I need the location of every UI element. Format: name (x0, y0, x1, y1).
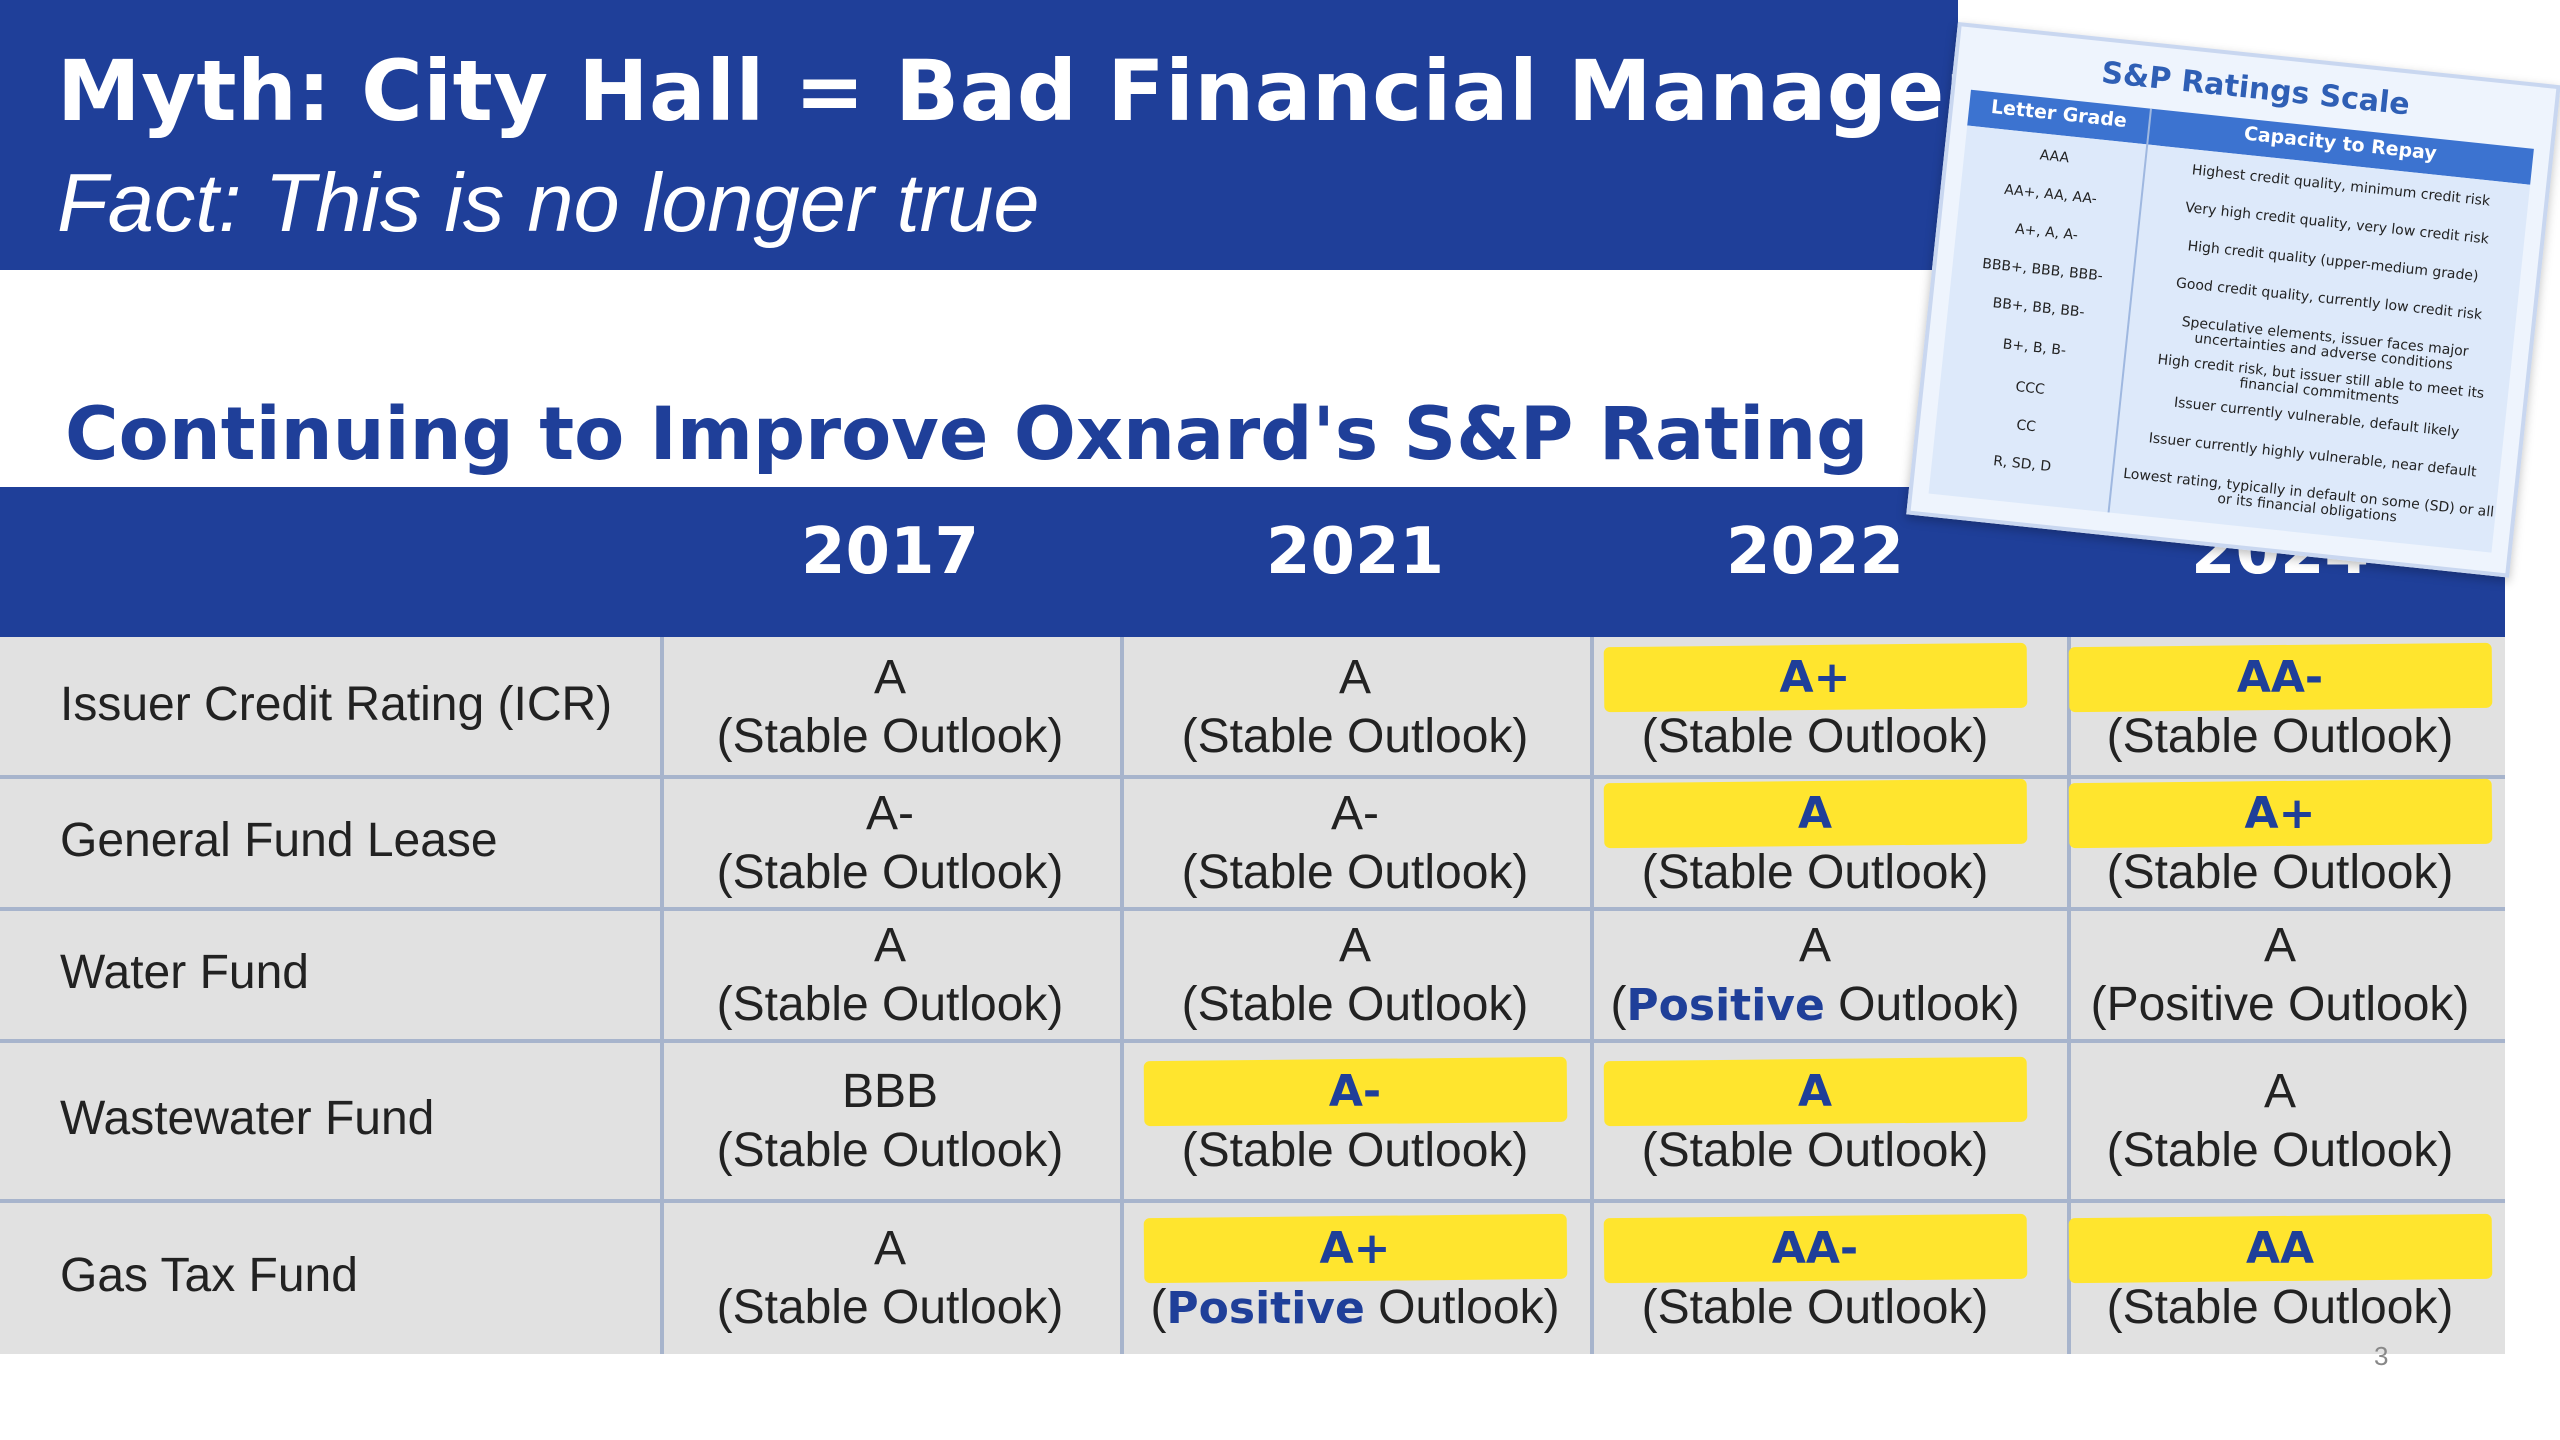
row-divider (0, 775, 2505, 779)
title-banner (0, 0, 1958, 270)
rating-outlook: (Stable Outlook) (716, 846, 1064, 899)
rating-outlook: (Stable Outlook) (2106, 710, 2454, 763)
column-divider (660, 637, 664, 1354)
rating-grade: A (1580, 784, 2050, 843)
rating-outlook: (Stable Outlook) (1641, 710, 1989, 763)
year-header-1: 2021 (1265, 515, 1445, 589)
rating-grade: A- (866, 787, 914, 840)
rating-grade: A (2263, 919, 2296, 972)
outlook-close: Outlook) (1824, 978, 2020, 1031)
rating-cell: A (Stable Outlook) (1580, 784, 2050, 902)
rating-outlook: (Stable Outlook) (1181, 710, 1529, 763)
rating-grade: A (873, 919, 906, 972)
rating-outlook: (Stable Outlook) (1181, 846, 1529, 899)
column-divider (1120, 637, 1124, 1354)
sp-ratings-scale-image: S&P Ratings Scale Letter Grade Capacity … (1906, 22, 2560, 578)
rating-cell: A (Stable Outlook) (655, 1219, 1125, 1337)
table-body: Issuer Credit Rating (ICR) A (Stable Outlo… (0, 637, 2505, 1354)
rating-cell: A (Stable Outlook) (1120, 916, 1590, 1034)
ratings-table: 2017202120222024 Issuer Credit Rating (I… (0, 487, 2505, 1354)
row-label: Water Fund (60, 946, 309, 999)
rating-cell: A- (Stable Outlook) (1120, 784, 1590, 902)
rating-cell: AA (Stable Outlook) (2045, 1219, 2515, 1337)
rating-grade: A+ (1120, 1219, 1590, 1278)
rating-grade: A+ (1580, 648, 2050, 707)
rating-grade: AA- (1580, 1219, 2050, 1278)
rating-cell: AA- (Stable Outlook) (2045, 648, 2515, 766)
rating-outlook: (Stable Outlook) (716, 978, 1064, 1031)
rating-cell: A- (Stable Outlook) (1120, 1062, 1590, 1180)
rating-outlook: (Stable Outlook) (2106, 1124, 2454, 1177)
rating-cell: A (Stable Outlook) (2045, 1062, 2515, 1180)
rating-outlook: (Stable Outlook) (1641, 1124, 1989, 1177)
rating-grade: BBB (841, 1065, 939, 1118)
rating-grade: A (2263, 1065, 2296, 1118)
outlook-positive: Positive (1626, 980, 1825, 1031)
outlook-positive: Positive (1166, 1282, 1365, 1334)
rating-outlook: (Stable Outlook) (2106, 846, 2454, 899)
rating-cell: A (Stable Outlook) (1120, 648, 1590, 766)
rating-cell: A- (Stable Outlook) (655, 784, 1125, 902)
column-divider (1590, 637, 1594, 1354)
row-divider (0, 1039, 2505, 1043)
outlook-open: ( (1610, 978, 1627, 1031)
rating-grade: AA- (2045, 648, 2515, 707)
rating-outlook: (Stable Outlook) (1181, 978, 1529, 1031)
section-heading: Continuing to Improve Oxnard's S&P Ratin… (65, 392, 1869, 477)
rating-grade: A+ (2045, 784, 2515, 843)
rating-cell: A (Positive Outlook) (1580, 916, 2050, 1035)
rating-grade: AA (2045, 1219, 2515, 1278)
rating-outlook: (Stable Outlook) (1641, 846, 1989, 899)
rating-cell: A (Stable Outlook) (655, 648, 1125, 766)
year-header-2: 2022 (1725, 515, 1905, 589)
rating-cell: A+ (Stable Outlook) (2045, 784, 2515, 902)
rating-outlook: (Stable Outlook) (716, 710, 1064, 763)
row-label: General Fund Lease (60, 814, 498, 867)
rating-grade: A (873, 1221, 906, 1275)
rating-outlook: (Stable Outlook) (1181, 1124, 1529, 1177)
fact-subtitle: Fact: This is no longer true (57, 156, 1040, 249)
rating-grade: A- (1120, 1062, 1590, 1121)
row-divider (0, 1199, 2505, 1203)
rating-cell: A+ (Positive Outlook) (1120, 1219, 1590, 1338)
rating-outlook: (Positive Outlook) (1610, 978, 2019, 1031)
column-divider (2067, 637, 2071, 1354)
rating-outlook: (Stable Outlook) (2106, 1280, 2454, 1334)
rating-outlook: (Stable Outlook) (1641, 1280, 1989, 1334)
rating-grade: A (1798, 919, 1831, 972)
row-divider (0, 907, 2505, 911)
myth-title: Myth: City Hall = Bad Financial Manageme… (57, 42, 2192, 140)
rating-cell: A+ (Stable Outlook) (1580, 648, 2050, 766)
rating-outlook: (Positive Outlook) (1150, 1281, 1559, 1334)
outlook-close: Outlook) (1364, 1280, 1560, 1334)
row-label: Gas Tax Fund (60, 1248, 358, 1302)
outlook-open: ( (1150, 1280, 1167, 1334)
rating-cell: A (Positive Outlook) (2045, 916, 2515, 1034)
rating-cell: A (Stable Outlook) (1580, 1062, 2050, 1180)
rating-grade: A (1338, 651, 1371, 704)
rating-outlook: (Stable Outlook) (716, 1124, 1064, 1177)
rating-outlook: (Positive Outlook) (2090, 978, 2470, 1031)
rating-grade: A (873, 651, 906, 704)
rating-cell: A (Stable Outlook) (655, 916, 1125, 1034)
rating-cell: AA- (Stable Outlook) (1580, 1219, 2050, 1337)
year-header-0: 2017 (800, 515, 980, 589)
page-number: 3 (2374, 1341, 2389, 1371)
row-label: Issuer Credit Rating (ICR) (60, 678, 613, 731)
rating-outlook: (Stable Outlook) (716, 1280, 1064, 1334)
row-label: Wastewater Fund (60, 1092, 435, 1145)
rating-cell: BBB (Stable Outlook) (655, 1062, 1125, 1180)
rating-grade: A (1580, 1062, 2050, 1121)
rating-grade: A (1338, 919, 1371, 972)
rating-grade: A- (1331, 787, 1379, 840)
